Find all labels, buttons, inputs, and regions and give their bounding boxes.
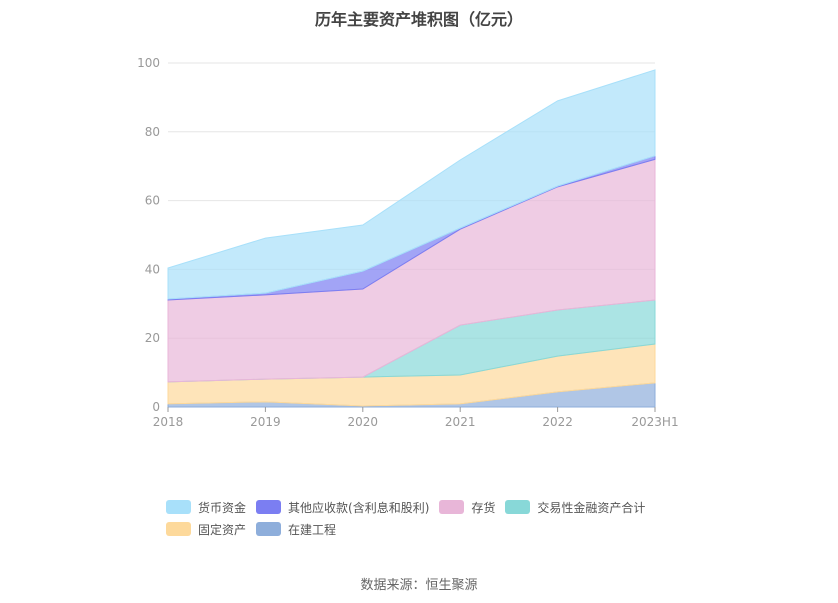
y-tick-label: 20	[145, 331, 160, 345]
legend-item[interactable]: 存货	[439, 496, 495, 518]
legend-item[interactable]: 固定资产	[166, 518, 246, 540]
x-tick-label: 2023H1	[631, 415, 678, 429]
legend-swatch	[166, 522, 191, 536]
legend-label: 其他应收款(含利息和股利)	[288, 500, 430, 515]
legend-swatch	[166, 500, 191, 514]
legend-label: 货币资金	[198, 500, 247, 515]
legend-item[interactable]: 货币资金	[166, 496, 246, 518]
chart-title: 历年主要资产堆积图（亿元）	[314, 10, 523, 29]
legend-item[interactable]: 其他应收款(含利息和股利)	[256, 496, 429, 518]
x-tick-label: 2018	[153, 415, 184, 429]
y-tick-label: 40	[145, 262, 160, 276]
legend-swatch	[505, 500, 531, 514]
x-tick-label: 2019	[250, 415, 281, 429]
legend-item[interactable]: 交易性金融资产合计	[505, 496, 645, 518]
legend-label: 固定资产	[198, 522, 247, 537]
y-tick-label: 60	[145, 194, 160, 208]
legend: 货币资金 其他应收款(含利息和股利) 存货 交易性金融资产合计固定资产 在建工程	[166, 496, 686, 540]
x-tick-label: 2021	[445, 415, 476, 429]
area-货币资金	[167, 69, 656, 300]
legend-swatch	[256, 522, 282, 536]
legend-swatch	[439, 500, 465, 514]
legend-label: 存货	[471, 500, 496, 515]
y-tick-label: 80	[145, 125, 160, 139]
legend-swatch	[256, 500, 282, 514]
legend-label: 在建工程	[288, 522, 337, 537]
data-source: 数据来源：恒生聚源	[360, 578, 478, 593]
legend-label: 交易性金融资产合计	[537, 500, 646, 515]
legend-item[interactable]: 在建工程	[256, 518, 336, 540]
x-tick-label: 2022	[542, 415, 573, 429]
y-tick-label: 100	[137, 56, 160, 70]
y-tick-label: 0	[152, 400, 160, 414]
x-tick-label: 2020	[348, 415, 379, 429]
